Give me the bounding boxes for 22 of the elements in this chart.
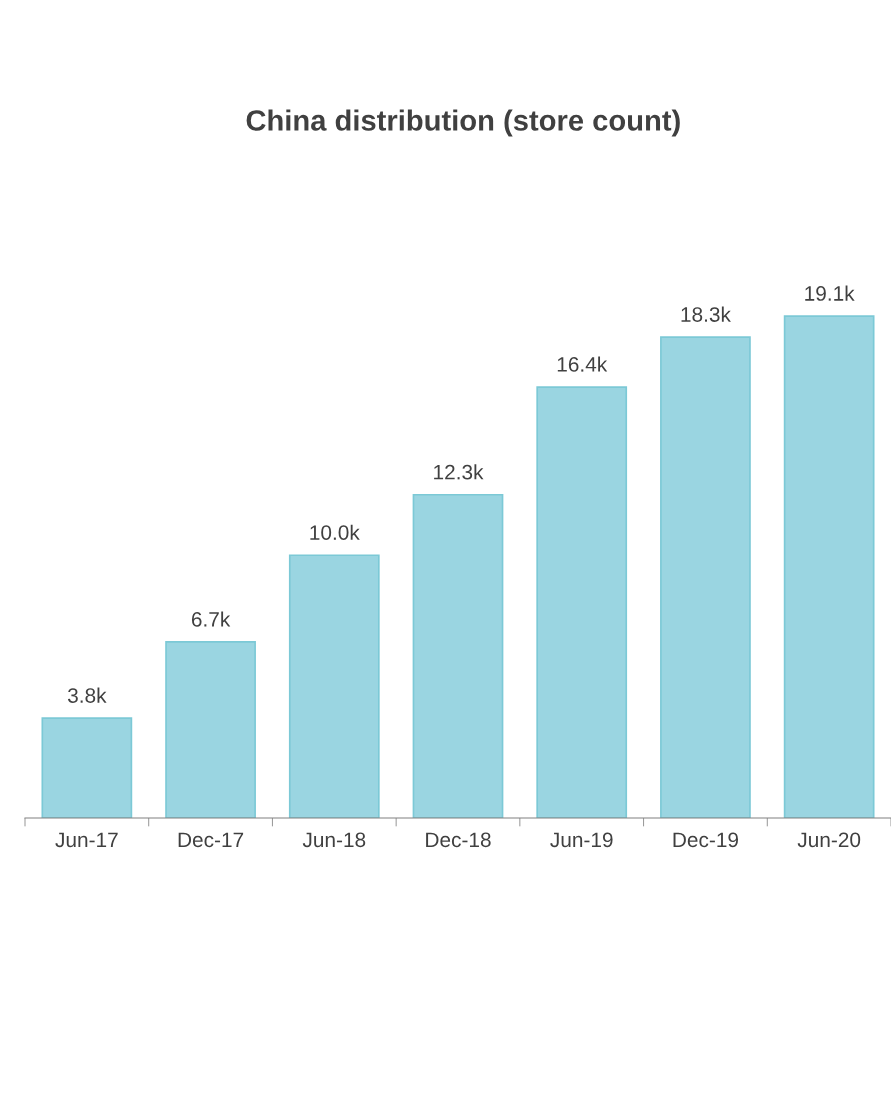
data-label: 19.1k [805,285,855,301]
bar [783,315,875,818]
data-label: 10.0k [310,524,360,540]
x-tick-label: Dec-19 [673,832,739,848]
x-tick-label: Jun-20 [797,832,861,848]
x-tick-label: Dec-17 [178,832,244,848]
bar [536,386,628,818]
bar [288,554,380,818]
x-tick-label: Dec-18 [426,832,491,848]
x-tick-label: Jun-19 [550,832,613,848]
data-label: 3.8k [67,687,107,703]
chart-title: China distribution (store count) [246,109,680,137]
x-tick-label: Jun-18 [302,832,366,848]
bar [412,493,504,818]
data-label: 6.7k [191,611,231,627]
data-label: 12.3k [434,464,484,480]
bar [660,336,751,818]
x-tick-label: Jun-17 [55,832,118,848]
data-label: 18.3k [681,306,731,322]
data-label: 16.4k [557,356,608,372]
bar [41,717,133,818]
bar [165,641,256,818]
